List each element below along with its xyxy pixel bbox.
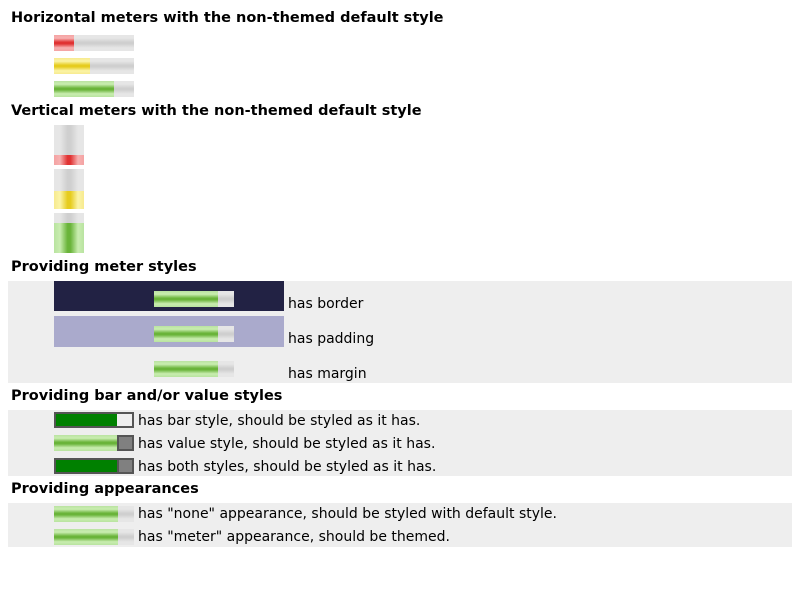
meter-fill	[54, 506, 118, 522]
meter-fill	[56, 460, 117, 472]
meter-both-styles	[54, 458, 134, 474]
meter-fill	[54, 155, 84, 165]
label-appearance-meter: has "meter" appearance, should be themed…	[138, 529, 450, 545]
meter-fill	[54, 529, 118, 545]
vertical-meter-yellow	[54, 169, 84, 209]
meter-fill	[54, 58, 90, 74]
meter-with-padding	[154, 326, 234, 342]
horizontal-meter-red	[54, 35, 134, 51]
meter-value-style	[54, 435, 134, 451]
bar-value-panel	[8, 410, 792, 476]
meter-with-border	[154, 291, 234, 307]
meter-bar-style	[54, 412, 134, 428]
label-both-styles: has both styles, should be styled as it …	[138, 459, 437, 475]
horizontal-meter-green	[54, 81, 134, 97]
heading-vertical-meters: Vertical meters with the non-themed defa…	[11, 103, 422, 119]
label-has-border: has border	[288, 296, 364, 312]
meter-fill	[154, 361, 218, 377]
meter-fill	[54, 35, 74, 51]
meter-fill	[54, 81, 114, 97]
heading-meter-styles: Providing meter styles	[11, 259, 197, 275]
meter-appearance-none	[54, 506, 134, 522]
meter-with-margin	[154, 361, 234, 377]
heading-horizontal-meters: Horizontal meters with the non-themed de…	[11, 10, 444, 26]
vertical-meter-red	[54, 125, 84, 165]
meter-appearance-meter	[54, 529, 134, 545]
meter-fill	[154, 326, 218, 342]
appearances-panel	[8, 503, 792, 547]
meter-value-box	[117, 458, 134, 474]
label-bar-style: has bar style, should be styled as it ha…	[138, 413, 421, 429]
meter-fill	[54, 435, 118, 451]
heading-bar-value-styles: Providing bar and/or value styles	[11, 388, 283, 404]
label-has-padding: has padding	[288, 331, 375, 347]
meter-fill	[54, 223, 84, 253]
label-appearance-none: has "none" appearance, should be styled …	[138, 506, 557, 522]
meter-fill	[56, 414, 117, 426]
meter-value-box	[117, 435, 134, 451]
heading-appearances: Providing appearances	[11, 481, 199, 497]
vertical-meter-green	[54, 213, 84, 253]
meter-fill	[154, 291, 218, 307]
label-value-style: has value style, should be styled as it …	[138, 436, 436, 452]
meter-fill	[54, 191, 84, 209]
label-has-margin: has margin	[288, 366, 367, 382]
horizontal-meter-yellow	[54, 58, 134, 74]
